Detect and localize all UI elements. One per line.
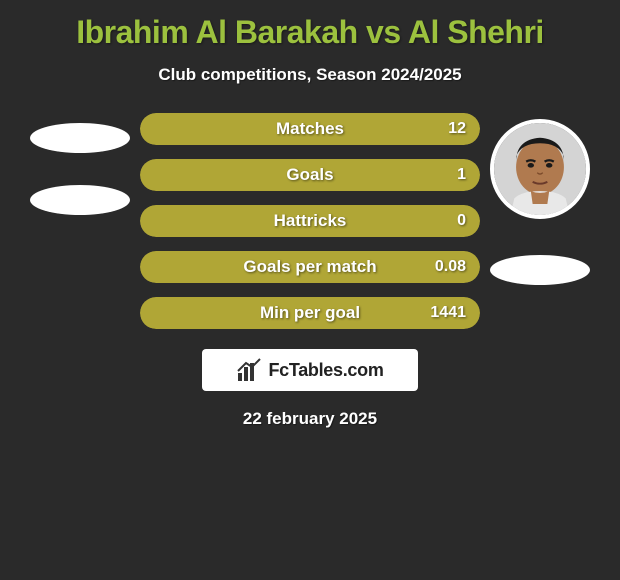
stat-bar-value: 0 [457, 212, 466, 230]
stat-bar-label: Goals [286, 165, 333, 185]
branding-badge[interactable]: FcTables.com [202, 349, 418, 391]
branding-text: FcTables.com [268, 360, 383, 381]
stat-bar-value: 1 [457, 166, 466, 184]
stat-bar-value: 0.08 [435, 258, 466, 276]
subtitle: Club competitions, Season 2024/2025 [158, 65, 461, 85]
player-right-side [480, 113, 600, 285]
player-face-icon [494, 123, 586, 215]
stat-bar-label: Min per goal [260, 303, 360, 323]
player-left-side [20, 113, 140, 215]
stat-bars: Matches 12 Goals 1 Hattricks 0 Goals per match… [140, 113, 480, 329]
page-title: Ibrahim Al Barakah vs Al Shehri [76, 14, 544, 51]
player-left-name-placeholder [30, 185, 130, 215]
stat-bar: Matches 12 [140, 113, 480, 145]
stat-bar: Goals 1 [140, 159, 480, 191]
chart-icon [236, 357, 262, 383]
date-label: 22 february 2025 [243, 409, 377, 429]
comparison-card: Ibrahim Al Barakah vs Al Shehri Club com… [0, 0, 620, 439]
stat-bar: Min per goal 1441 [140, 297, 480, 329]
stat-bar-label: Matches [276, 119, 344, 139]
player-left-avatar-placeholder [30, 123, 130, 153]
comparison-row: Matches 12 Goals 1 Hattricks 0 Goals per match… [0, 113, 620, 329]
player-right-avatar [490, 119, 590, 219]
stat-bar-value: 1441 [430, 304, 466, 322]
stat-bar-label: Hattricks [274, 211, 347, 231]
stat-bar-value: 12 [448, 120, 466, 138]
stat-bar: Hattricks 0 [140, 205, 480, 237]
player-right-name-placeholder [490, 255, 590, 285]
stat-bar: Goals per match 0.08 [140, 251, 480, 283]
stat-bar-label: Goals per match [243, 257, 376, 277]
